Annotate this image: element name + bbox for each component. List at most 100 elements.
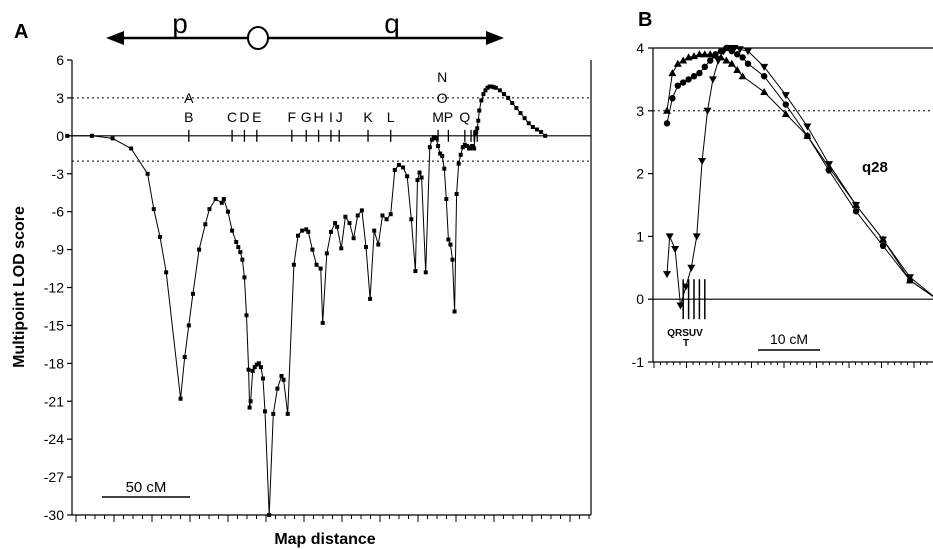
panel-a-data-point [178,396,183,401]
panel-a-y-tick-label: 0 [56,128,64,144]
panel-a-marker-label: P [444,109,453,125]
panel-a-data-point [434,136,439,141]
panel-a-data-point [396,162,401,167]
panel-a-data-point [279,373,284,378]
panel-a-data-point [343,214,348,219]
panel-a-data-point [213,197,218,202]
panel-a-data-point [65,133,70,138]
panel-a-x-ticks [75,515,590,522]
panel-a-data-point [304,227,309,232]
panel-a-data-point [157,234,162,239]
panel-a-data-point [448,242,453,247]
panel-a-scalebar: 50 cM [102,479,190,498]
panel-a-data-point [359,208,364,213]
panel-a-marker-label: B [184,109,193,125]
panel-a-data-point [254,362,259,367]
panel-a-data-point [446,237,451,242]
panel-a-y-tick-label: -6 [52,204,65,220]
panel-a-data-point [90,133,94,138]
panel-a-marker-label: J [336,109,343,125]
panel-a-data-point [489,84,494,89]
panel-b-data-point [733,65,742,73]
panel-b-data-point [738,72,747,80]
panel-b-data-point [679,56,688,64]
panel-a-data-point [419,175,424,180]
panel-a-data-point [423,270,428,275]
panel-b-data-point [714,57,723,65]
panel-a-y-tick-label: -24 [44,431,64,447]
panel-a-data-point [225,209,230,214]
panel-a-marker-label: H [314,109,324,125]
panel-b-lod-curve [666,47,933,306]
panel-b-data-point [663,271,671,279]
panel-a-data-point [526,121,531,126]
panel-b-data-point [734,51,741,58]
panel-a-data-point [460,145,465,150]
panel-b-data-point [695,50,704,58]
panel-a-data-point [236,245,241,250]
panel-b-marker-label-row2: T [683,338,689,349]
panel-b-y-tick-label: -1 [632,354,645,370]
panel-a-data-point [221,197,226,202]
panel-a-data-point [230,228,235,233]
panel-b-data-point [725,45,734,52]
panel-b-data-point [708,76,717,84]
panel-a-data-point [543,133,548,138]
panel-a-data-point [534,127,539,132]
panel-b-data-point [906,274,914,282]
panel-a-data-point [240,257,245,262]
panel-a-marker-label: C [227,109,237,125]
panel-a-data-point [324,251,329,256]
panel-a-data-point [450,257,455,262]
panel-b-data-point [761,73,768,80]
panel-b-y-tick-label: 4 [636,40,644,56]
panel-b-data-point [879,236,887,244]
panel-b-data-point [687,264,696,272]
panel-a-marker-ticks: AB C D E F G H I J K L NOM P Q [184,69,478,142]
panel-a-data-point [522,116,527,121]
panel-a-x-axis-label: Map distance [274,531,375,548]
panel-b-data-point [852,208,860,215]
panel-a-data-point [431,135,436,140]
panel-b-data-point [668,69,677,77]
panel-a-lod-curve [67,86,546,516]
panel-b-data-point [804,132,811,140]
panel-a-y-tick-label: 3 [56,90,64,106]
panel-a-data-point [452,309,457,314]
panel-a-data-point [248,399,253,404]
panel-a-data-point [388,212,393,217]
panel-a-series [65,84,548,517]
panel-a-data-point [384,217,389,222]
panel-a-data-point [296,233,300,238]
panel-b-data-point [674,82,681,89]
panel-a-marker-label: O [437,90,448,106]
panel-b-data-point [782,101,789,108]
panel-a-data-point [182,355,187,360]
panel-b-data-point [680,79,687,86]
panel-a-data-point [477,108,482,113]
panel-b-data-point [735,46,744,54]
panel-b-data-point [722,56,731,64]
panel-a-data-point [409,217,414,222]
panel-b-data-point [744,60,752,67]
panel-b-data-point [700,50,709,58]
centromere [247,26,269,50]
panel-b-data-point [676,302,685,310]
panel-a-data-point [368,296,373,301]
panel-a-y-tick-label: -12 [44,280,64,296]
panel-b-y-tick-label: 1 [636,228,644,244]
panel-a-data-point [479,98,484,103]
panel-a-data-point [347,221,352,226]
panel-a-data-point [380,213,385,218]
panel-b-data-point [665,233,674,241]
arm-left-arrow [106,31,124,45]
panel-b-data-point [681,283,690,291]
panel-a-marker-label: Q [459,109,470,125]
panel-a-data-point [252,365,257,370]
panel-b-y-tick-label: 0 [636,291,644,307]
panel-a-data-point [234,240,239,244]
panel-a-y-tick-label: 6 [56,52,64,68]
panel-a-data-point [483,88,488,93]
panel-a-data-point [355,213,360,218]
panel-a-y-tick-label: -18 [44,355,64,371]
